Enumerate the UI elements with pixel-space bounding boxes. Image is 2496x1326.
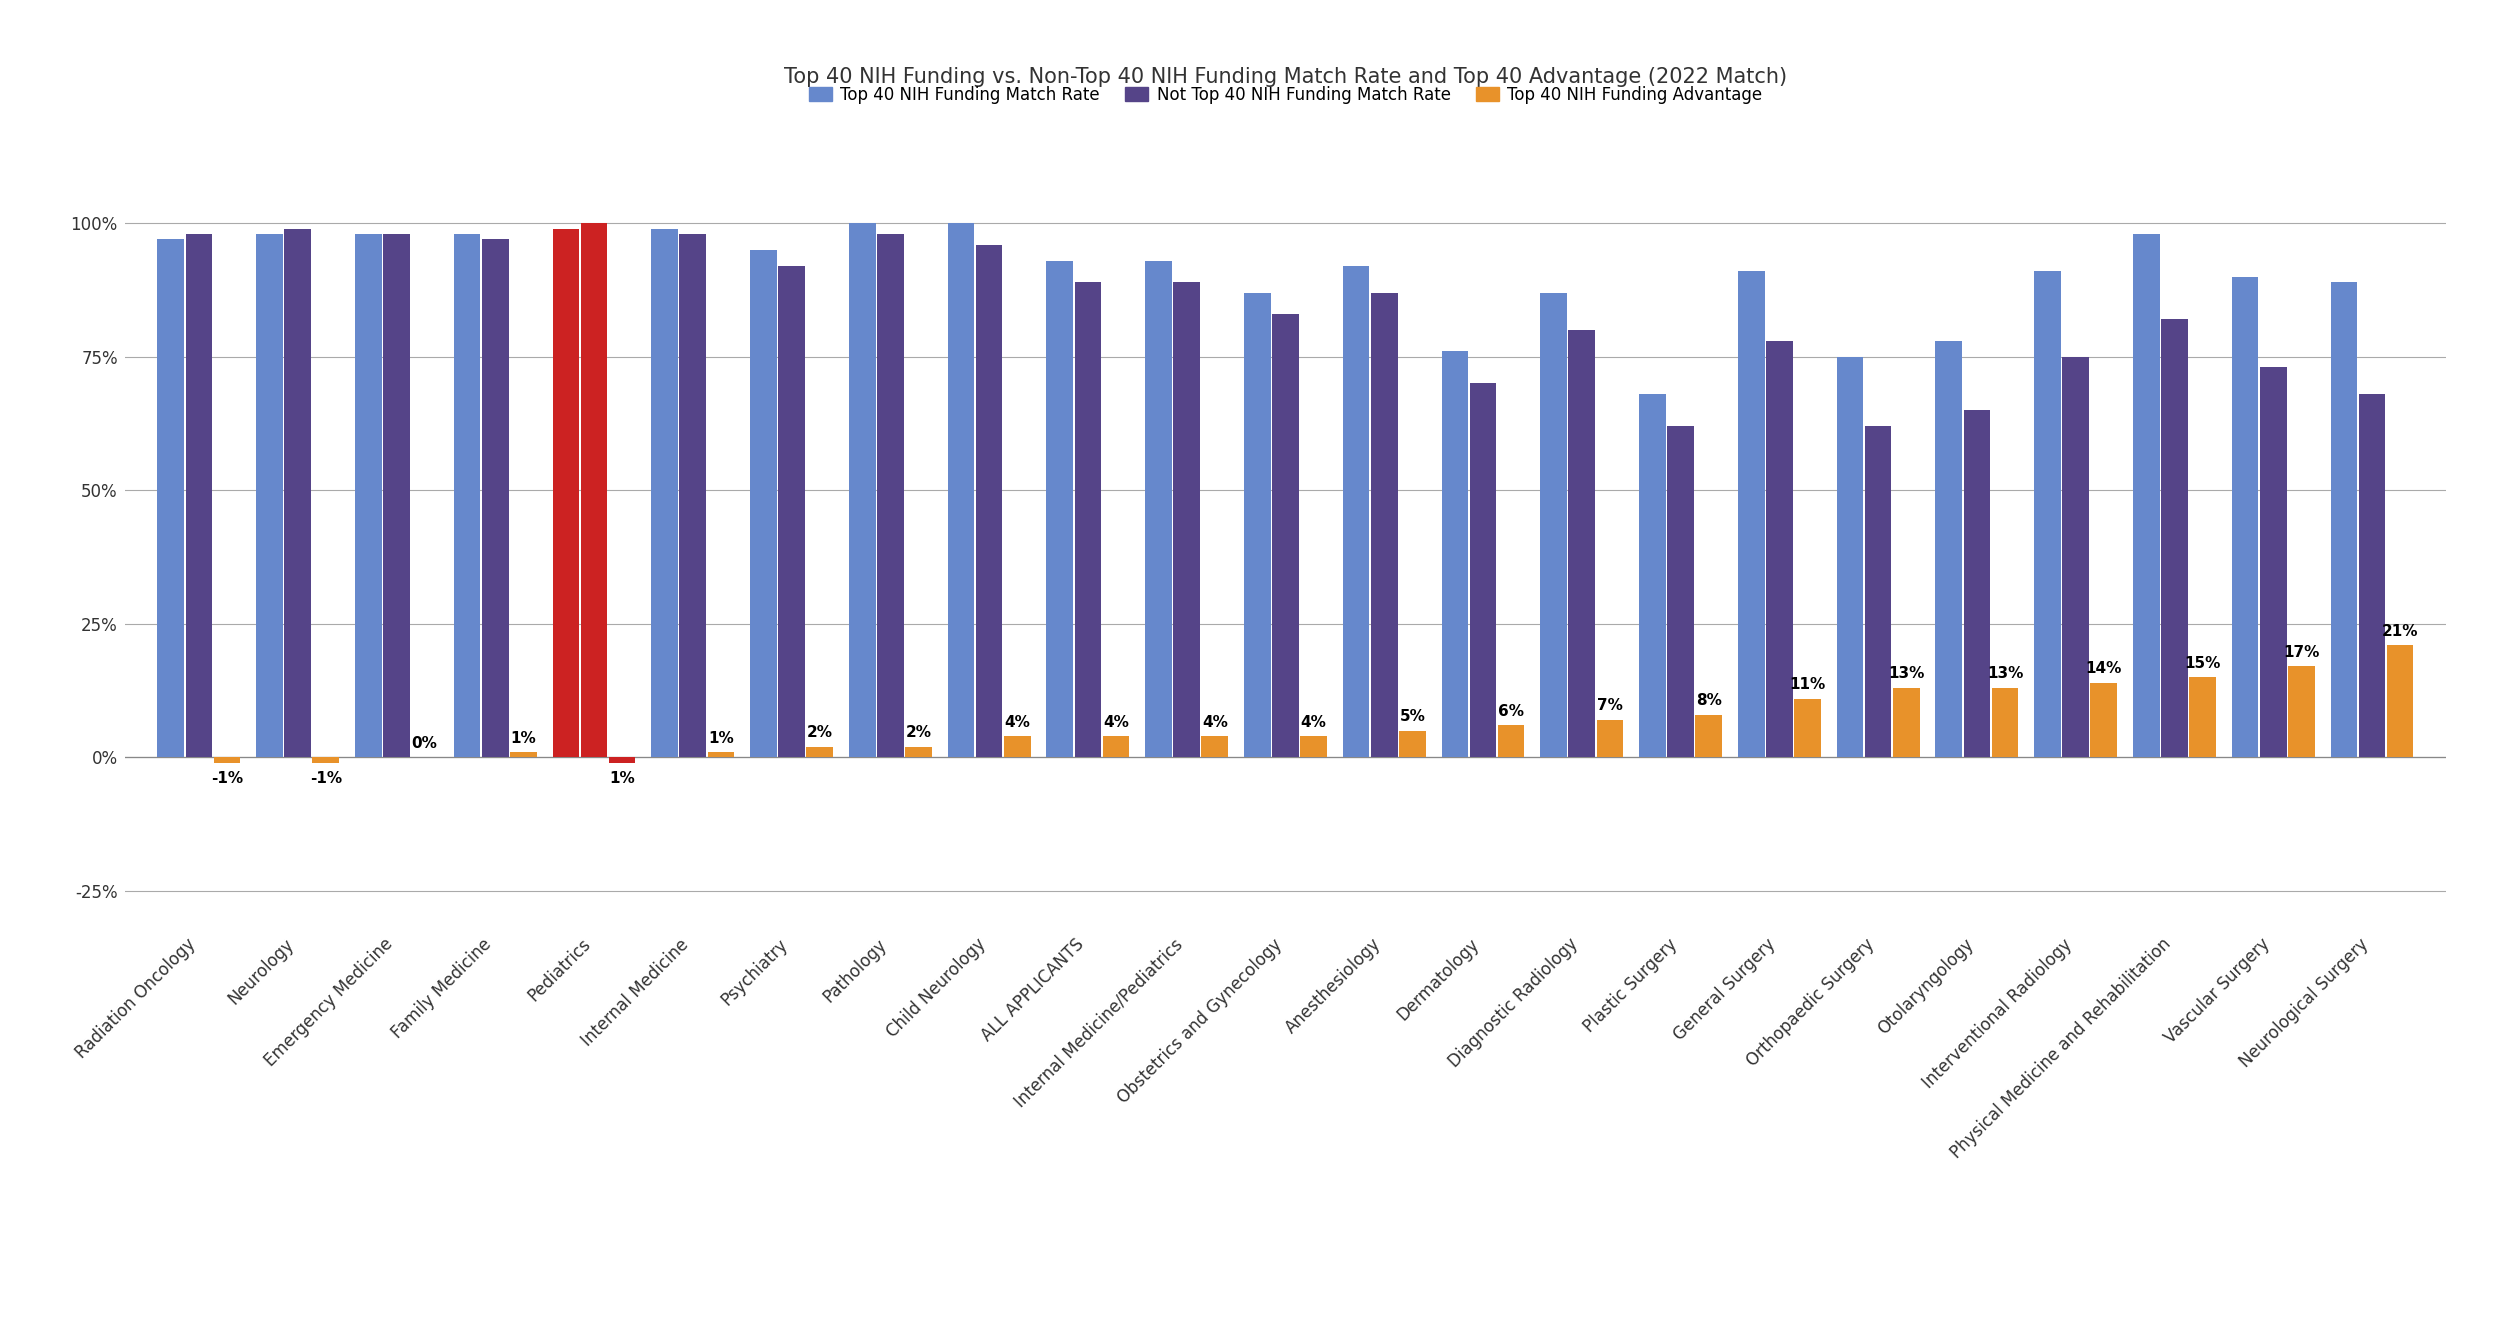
Bar: [1667, 426, 1695, 757]
Text: 2%: 2%: [906, 725, 931, 740]
Bar: [2359, 394, 2386, 757]
Bar: [1273, 314, 1298, 757]
Bar: [2034, 272, 2062, 757]
Bar: [1837, 357, 1865, 757]
Bar: [2134, 233, 2159, 757]
Bar: [1964, 410, 1989, 757]
Bar: [779, 267, 804, 757]
Bar: [1003, 736, 1031, 757]
Bar: [215, 757, 240, 762]
Bar: [751, 249, 776, 757]
Text: 15%: 15%: [2184, 656, 2221, 671]
Bar: [354, 233, 382, 757]
Text: 4%: 4%: [1203, 715, 1228, 729]
Bar: [1640, 394, 1665, 757]
Bar: [1597, 720, 1622, 757]
Bar: [609, 757, 636, 762]
Legend: Top 40 NIH Funding Match Rate, Not Top 40 NIH Funding Match Rate, Top 40 NIH Fun: Top 40 NIH Funding Match Rate, Not Top 4…: [801, 80, 1770, 110]
Bar: [651, 228, 679, 757]
Bar: [1400, 731, 1425, 757]
Bar: [157, 239, 185, 757]
Bar: [1103, 736, 1128, 757]
Bar: [849, 223, 876, 757]
Bar: [706, 752, 734, 757]
Bar: [1076, 282, 1101, 757]
Text: 17%: 17%: [2284, 644, 2319, 660]
Bar: [1737, 272, 1765, 757]
Text: 2%: 2%: [806, 725, 834, 740]
Text: 14%: 14%: [2087, 662, 2122, 676]
Bar: [552, 228, 579, 757]
Bar: [948, 223, 973, 757]
Bar: [1767, 341, 1792, 757]
Bar: [1795, 699, 1820, 757]
Text: 5%: 5%: [1400, 709, 1425, 724]
Bar: [482, 239, 509, 757]
Bar: [1470, 383, 1495, 757]
Bar: [906, 747, 931, 757]
Text: 13%: 13%: [1987, 667, 2024, 682]
Text: 8%: 8%: [1695, 693, 1722, 708]
Bar: [1443, 351, 1468, 757]
Bar: [257, 233, 282, 757]
Bar: [2386, 646, 2414, 757]
Bar: [1343, 267, 1370, 757]
Bar: [2289, 667, 2314, 757]
Bar: [582, 223, 607, 757]
Bar: [1498, 725, 1525, 757]
Bar: [1892, 688, 1919, 757]
Text: 0%: 0%: [412, 736, 437, 751]
Bar: [876, 233, 904, 757]
Text: 4%: 4%: [1003, 715, 1031, 729]
Bar: [2331, 282, 2356, 757]
Bar: [1300, 736, 1328, 757]
Bar: [1201, 736, 1228, 757]
Bar: [2162, 320, 2189, 757]
Bar: [1370, 293, 1398, 757]
Bar: [2189, 678, 2216, 757]
Bar: [1540, 293, 1567, 757]
Title: Top 40 NIH Funding vs. Non-Top 40 NIH Funding Match Rate and Top 40 Advantage (2: Top 40 NIH Funding vs. Non-Top 40 NIH Fu…: [784, 66, 1787, 86]
Text: 1%: 1%: [609, 770, 634, 785]
Bar: [509, 752, 537, 757]
Bar: [1173, 282, 1201, 757]
Text: 6%: 6%: [1498, 704, 1525, 719]
Text: 11%: 11%: [1790, 678, 1825, 692]
Bar: [806, 747, 834, 757]
Bar: [2231, 277, 2259, 757]
Text: -1%: -1%: [212, 770, 242, 785]
Bar: [1046, 261, 1073, 757]
Text: 1%: 1%: [512, 731, 537, 745]
Bar: [1146, 261, 1171, 757]
Bar: [1243, 293, 1270, 757]
Bar: [2259, 367, 2286, 757]
Bar: [185, 233, 212, 757]
Bar: [1567, 330, 1595, 757]
Text: -1%: -1%: [310, 770, 342, 785]
Bar: [976, 244, 1003, 757]
Bar: [1695, 715, 1722, 757]
Text: 13%: 13%: [1887, 667, 1924, 682]
Bar: [454, 233, 479, 757]
Bar: [1865, 426, 1892, 757]
Bar: [285, 228, 312, 757]
Bar: [382, 233, 409, 757]
Bar: [1934, 341, 1962, 757]
Bar: [679, 233, 706, 757]
Bar: [2062, 357, 2089, 757]
Text: 7%: 7%: [1597, 699, 1622, 713]
Text: 4%: 4%: [1103, 715, 1128, 729]
Text: 4%: 4%: [1300, 715, 1325, 729]
Bar: [312, 757, 339, 762]
Bar: [1992, 688, 2019, 757]
Bar: [2092, 683, 2117, 757]
Text: 1%: 1%: [709, 731, 734, 745]
Text: 21%: 21%: [2381, 623, 2419, 639]
